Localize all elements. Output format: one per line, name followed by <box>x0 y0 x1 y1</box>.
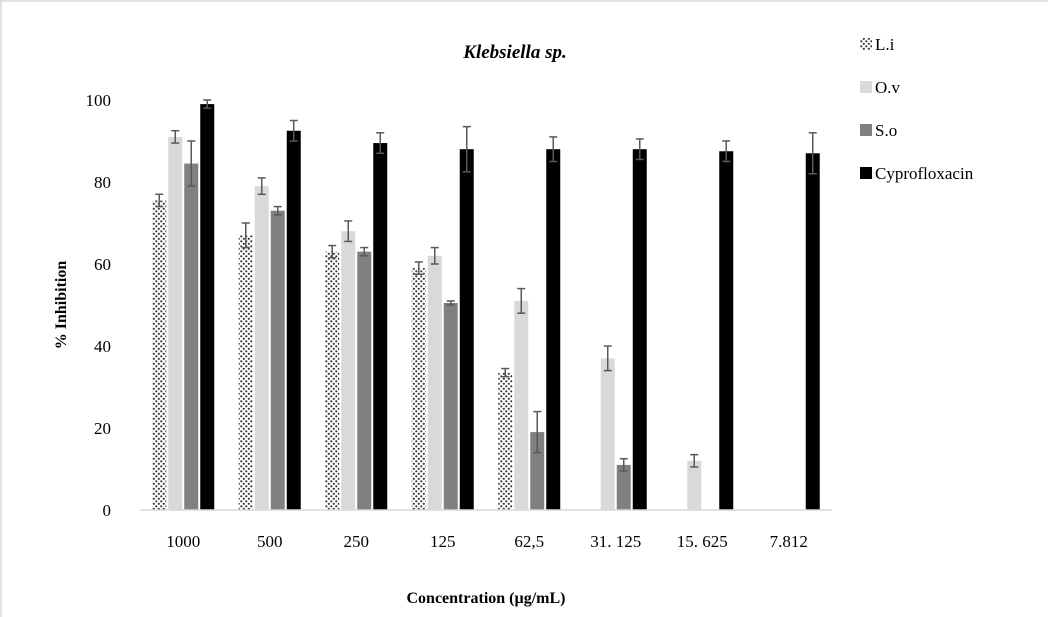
x-tick-label: 500 <box>257 532 283 551</box>
y-tick-label: 0 <box>103 501 112 520</box>
error-bar <box>414 261 423 275</box>
error-bar <box>187 140 196 187</box>
error-bar <box>203 99 212 109</box>
x-tick-label: 62,5 <box>514 532 544 551</box>
bar <box>152 200 167 510</box>
y-axis-ticks: 0 20 40 60 80 100 <box>86 91 112 520</box>
bar <box>411 268 426 510</box>
error-bar <box>619 458 628 472</box>
x-tick-label: 7.812 <box>770 532 808 551</box>
bar <box>270 210 285 510</box>
bar <box>459 149 474 510</box>
error-bar <box>273 205 282 216</box>
bar <box>498 372 513 510</box>
error-bar <box>533 410 542 454</box>
bar <box>357 251 372 510</box>
y-tick-label: 80 <box>94 173 111 192</box>
x-tick-label: 250 <box>344 532 370 551</box>
legend: L.i O.v S.o Cyprofloxacin <box>860 35 974 183</box>
y-tick-label: 100 <box>86 91 112 110</box>
y-axis-title: % Inhibition <box>53 261 70 350</box>
x-tick-label: 125 <box>430 532 456 551</box>
bar <box>805 153 820 511</box>
error-bar <box>549 136 558 163</box>
error-bar <box>462 125 471 173</box>
legend-label: S.o <box>875 121 897 140</box>
bar <box>200 104 215 510</box>
bar <box>184 163 199 511</box>
chart-title: Klebsiella sp. <box>462 42 566 63</box>
error-bar <box>344 220 353 243</box>
bar <box>687 460 702 510</box>
error-bar <box>446 300 455 306</box>
bar <box>286 130 301 510</box>
bar <box>341 231 356 510</box>
bar <box>325 251 340 510</box>
bar <box>443 302 458 510</box>
error-bar <box>376 132 385 155</box>
legend-label: O.v <box>875 78 901 97</box>
error-bar <box>808 132 817 175</box>
error-bar <box>360 246 369 257</box>
bar <box>719 151 734 510</box>
legend-swatch <box>860 124 872 136</box>
error-bar <box>501 367 510 378</box>
legend-swatch <box>860 167 872 179</box>
y-tick-label: 40 <box>94 337 111 356</box>
x-tick-label: 15. 625 <box>677 532 728 551</box>
bar <box>238 235 253 511</box>
bar <box>427 255 442 510</box>
legend-label: L.i <box>875 35 895 54</box>
error-bar <box>430 246 439 265</box>
bar <box>373 143 388 511</box>
bar <box>254 186 269 510</box>
legend-swatch <box>860 38 872 50</box>
bar <box>514 300 529 510</box>
x-tick-label: 1000 <box>166 532 200 551</box>
y-tick-label: 20 <box>94 419 111 438</box>
error-bar <box>722 140 731 163</box>
legend-swatch <box>860 81 872 93</box>
bar <box>600 358 615 510</box>
x-axis-title: Concentration (µg/mL) <box>407 590 566 607</box>
y-tick-label: 60 <box>94 255 111 274</box>
error-bar <box>257 177 266 196</box>
legend-label: Cyprofloxacin <box>875 164 974 183</box>
bar <box>616 464 631 510</box>
error-bar <box>155 193 164 208</box>
error-bar <box>289 119 298 142</box>
error-bar <box>690 453 699 468</box>
bars-group <box>152 99 820 511</box>
error-bar <box>241 222 250 249</box>
bar <box>546 149 561 510</box>
x-axis-ticks: 1000 500 250 125 62,5 31. 125 15. 625 7.812 <box>166 532 808 551</box>
x-tick-label: 31. 125 <box>590 532 641 551</box>
error-bar <box>603 345 612 372</box>
bar <box>632 149 647 510</box>
error-bar <box>635 138 644 161</box>
error-bar <box>517 287 526 314</box>
error-bar <box>328 244 337 259</box>
bar <box>530 432 545 510</box>
bar <box>168 136 183 510</box>
error-bar <box>171 130 180 144</box>
